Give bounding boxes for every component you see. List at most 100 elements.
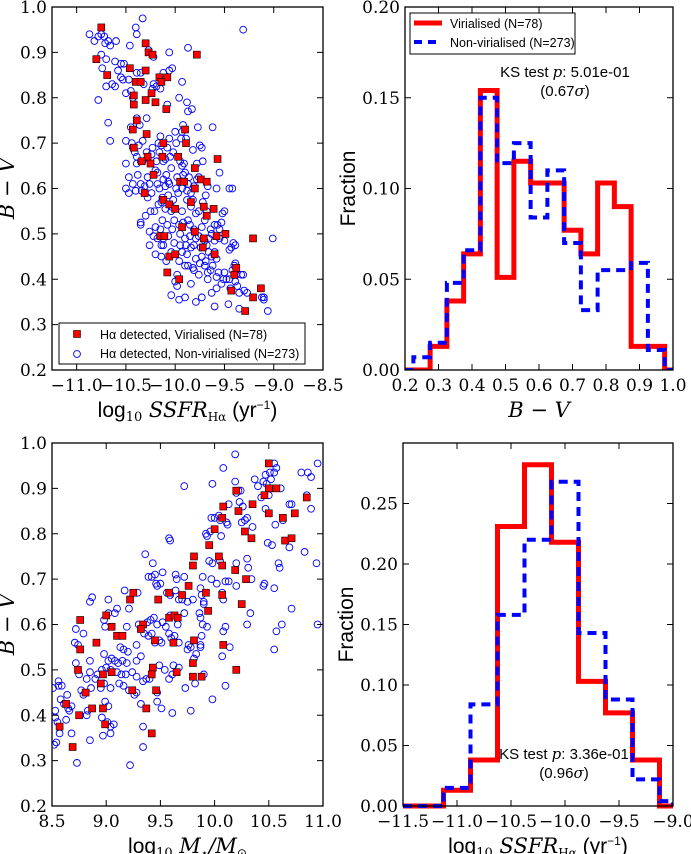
y-tick-label: 0.00 [362,361,400,381]
data-point-non-virialised [287,500,296,509]
data-point-non-virialised [115,679,124,688]
y-tick-label: 0.05 [360,737,398,757]
data-point-non-virialised [121,670,130,679]
data-point-virialised [169,638,178,647]
data-point-non-virialised [207,514,216,522]
data-point-non-virialised [214,268,223,277]
data-point-virialised [210,525,219,534]
data-point-non-virialised [285,543,294,552]
data-point-non-virialised [139,743,147,751]
data-point-virialised [163,73,172,82]
data-point-non-virialised [270,645,279,654]
data-point-virialised [189,561,197,570]
data-point-non-virialised [194,270,203,279]
ks-sigma-label: (0.67σ) [540,82,589,100]
data-point-virialised [148,50,157,59]
data-point-virialised [107,668,116,676]
data-point-non-virialised [158,568,167,577]
data-point-non-virialised [175,257,183,265]
data-point-virialised [287,534,296,543]
data-point-virialised [141,39,150,48]
data-point-virialised [218,591,226,599]
data-point-virialised [118,632,127,640]
data-point-non-virialised [138,14,147,23]
data-point-non-virialised [132,30,141,39]
data-point-virialised [182,139,190,147]
data-point-non-virialised [52,684,57,692]
data-point-non-virialised [52,738,61,747]
data-point-virialised [202,211,211,220]
data-point-virialised [279,514,287,522]
data-point-non-virialised [183,645,192,654]
y-tick-label: 0.7 [20,134,47,154]
data-point-non-virialised [142,675,151,683]
data-point-virialised [221,230,230,238]
data-point-virialised [142,130,151,138]
data-point-non-virialised [132,641,141,649]
data-point-non-virialised [225,643,234,652]
data-point-non-virialised [145,227,154,236]
data-point-virialised [205,541,213,549]
data-point-non-virialised [156,579,165,588]
data-point-non-virialised [142,114,151,123]
data-point-non-virialised [180,159,188,168]
data-point-virialised [184,582,193,590]
data-point-non-virialised [210,220,219,229]
data-point-non-virialised [197,252,206,261]
y-axis-title: B − V [0,156,19,220]
x-axis-title: B − V [507,398,571,422]
data-point-non-virialised [206,266,215,275]
data-point-non-virialised [172,139,181,147]
y-tick-label: 0.7 [20,570,47,590]
x-tick-label: 10.0 [196,812,234,832]
panel-ssfr-histogram: −11.5 −11.0 −10.5 −10.0 −9.5 −9.0 0.00 0.05 0.10… [335,442,691,854]
data-point-virialised [257,284,265,293]
data-point-non-virialised [106,729,115,738]
data-point-non-virialised [156,84,165,93]
data-point-virialised [178,223,186,231]
data-point-virialised [147,89,156,98]
data-point-non-virialised [186,220,194,229]
data-point-non-virialised [196,613,205,622]
data-point-non-virialised [184,216,192,225]
data-point-non-virialised [165,180,174,188]
data-point-virialised [210,250,219,259]
data-point-non-virialised [168,709,177,717]
data-point-virialised [55,722,64,731]
data-point-virialised [129,91,138,100]
data-point-non-virialised [210,514,219,522]
data-point-non-virialised [106,137,114,145]
data-point-non-virialised [263,538,272,547]
data-point-virialised [160,232,169,240]
data-point-non-virialised [147,189,156,197]
panel-color-histogram: 0.2 0.3 0.4 0.5 0.6 0.7 0.8 0.9 1.0 0.00 0.05 0.10 0… [337,0,687,422]
data-point-non-virialised [189,595,197,604]
x-tick-label: −9.5 [598,812,639,832]
legend-box [409,12,576,55]
data-point-non-virialised [212,273,221,281]
data-point-virialised [129,100,138,109]
data-point-non-virialised [119,645,128,654]
data-point-virialised [173,613,182,622]
data-point-non-virialised [128,668,137,676]
data-point-virialised [219,502,228,511]
data-point-non-virialised [260,293,268,302]
y-axis-title: Fraction [337,151,360,227]
data-point-non-virialised [137,700,145,708]
data-point-non-virialised [162,171,171,179]
legend-marker-non-virialised [73,350,81,358]
data-point-non-virialised [195,259,204,268]
data-point-virialised [213,155,222,163]
data-point-virialised [132,116,141,125]
data-point-non-virialised [157,252,166,261]
data-point-non-virialised [207,289,216,297]
y-tick-label: 0.20 [362,0,400,18]
data-point-non-virialised [126,41,134,50]
y-tick-label: 0.9 [20,43,47,63]
data-point-non-virialised [272,464,281,472]
data-point-non-virialised [157,241,166,250]
data-point-non-virialised [203,622,211,631]
y-tick-label: 0.10 [362,180,400,200]
data-point-non-virialised [165,675,173,683]
data-point-non-virialised [193,123,202,132]
